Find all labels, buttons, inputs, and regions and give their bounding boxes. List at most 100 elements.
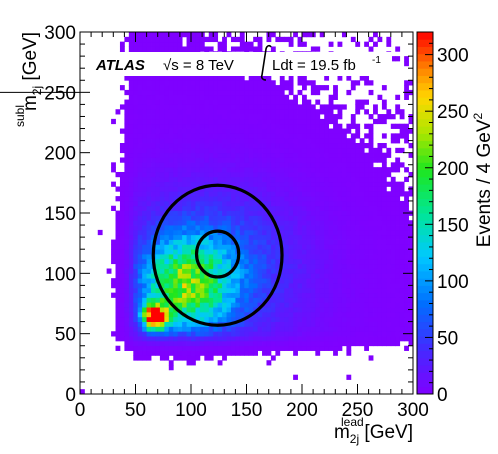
heat-cell bbox=[368, 307, 374, 313]
heat-cell bbox=[133, 200, 139, 207]
heat-cell bbox=[328, 307, 334, 313]
heat-cell bbox=[381, 321, 387, 327]
heat-cell bbox=[319, 326, 325, 332]
heat-cell bbox=[164, 316, 170, 322]
heat-cell bbox=[310, 263, 316, 269]
heat-cell bbox=[124, 254, 130, 260]
heat-cell bbox=[128, 292, 134, 298]
heat-cell bbox=[248, 268, 254, 274]
heat-cell bbox=[208, 220, 214, 226]
heat-cell bbox=[155, 316, 161, 322]
heat-cell bbox=[279, 311, 285, 318]
heat-cell bbox=[275, 200, 281, 207]
heat-cell bbox=[386, 263, 392, 269]
heat-cell bbox=[284, 167, 290, 173]
heat-cell bbox=[235, 89, 241, 96]
heat-cell bbox=[288, 321, 294, 327]
heat-cell bbox=[341, 133, 347, 139]
heat-cell bbox=[253, 263, 258, 269]
heat-cell bbox=[208, 336, 214, 342]
color-scale-swatch bbox=[417, 249, 433, 257]
heat-cell bbox=[381, 234, 387, 240]
heat-cell bbox=[275, 152, 281, 158]
heat-cell bbox=[333, 123, 338, 129]
heat-cell bbox=[395, 244, 401, 250]
heat-cell bbox=[217, 80, 223, 86]
heat-cell bbox=[333, 287, 338, 294]
x-axis-title-sub: 2j bbox=[350, 432, 359, 446]
heat-cell bbox=[213, 32, 219, 38]
heat-cell bbox=[217, 138, 223, 144]
heat-cell bbox=[128, 114, 134, 120]
heat-cell bbox=[266, 128, 272, 134]
heat-cell bbox=[297, 340, 303, 347]
heat-cell bbox=[288, 36, 294, 43]
heat-cell bbox=[195, 41, 201, 47]
heat-cell bbox=[119, 321, 125, 327]
heat-cell bbox=[146, 239, 152, 245]
heat-cell bbox=[350, 143, 356, 149]
heat-cell bbox=[359, 302, 365, 308]
heat-cell bbox=[284, 191, 290, 197]
heat-cell bbox=[346, 128, 352, 134]
heat-cell bbox=[133, 229, 139, 236]
heat-cell bbox=[399, 302, 405, 308]
heat-cell bbox=[235, 282, 241, 289]
heat-cell bbox=[293, 316, 298, 322]
heat-cell bbox=[275, 181, 281, 187]
heat-cell bbox=[275, 162, 281, 168]
heat-cell bbox=[213, 302, 219, 308]
heat-cell bbox=[293, 282, 298, 289]
heat-cell bbox=[404, 123, 409, 129]
heat-cell bbox=[137, 225, 143, 231]
heat-cell bbox=[324, 278, 330, 284]
heat-cell bbox=[275, 210, 281, 216]
heat-cell bbox=[368, 340, 374, 347]
heat-cell bbox=[222, 75, 227, 81]
color-scale-swatch bbox=[417, 263, 433, 272]
heat-cell bbox=[302, 215, 307, 221]
heat-cell bbox=[359, 220, 365, 226]
heat-cell bbox=[177, 316, 183, 322]
heat-cell bbox=[319, 263, 325, 269]
heat-cell bbox=[151, 321, 156, 327]
heat-cell bbox=[319, 152, 325, 158]
heat-cell bbox=[199, 186, 205, 192]
heat-cell bbox=[164, 128, 170, 134]
z-tick-label: 200 bbox=[437, 159, 469, 180]
heat-cell bbox=[333, 191, 338, 197]
heat-cell bbox=[235, 80, 241, 86]
heat-cell bbox=[146, 147, 152, 154]
heat-cell bbox=[168, 225, 174, 231]
heat-cell bbox=[364, 263, 369, 269]
heat-cell bbox=[128, 225, 134, 231]
heat-cell bbox=[133, 345, 139, 351]
heat-cell bbox=[306, 307, 312, 313]
heat-cell bbox=[395, 138, 401, 144]
heat-cell bbox=[293, 307, 298, 313]
heat-cell bbox=[315, 128, 321, 134]
heat-cell bbox=[368, 220, 374, 226]
heat-cell bbox=[293, 171, 298, 178]
heat-cell bbox=[199, 157, 205, 163]
heat-cell bbox=[177, 128, 183, 134]
heat-cell bbox=[124, 244, 130, 250]
heat-cell bbox=[235, 225, 241, 231]
heat-cell bbox=[230, 94, 236, 100]
color-scale-swatch bbox=[417, 292, 433, 301]
heat-cell bbox=[239, 196, 245, 202]
heat-cell bbox=[142, 167, 147, 173]
heat-cell bbox=[137, 114, 143, 120]
heat-cell bbox=[355, 186, 361, 192]
heat-cell bbox=[253, 118, 258, 125]
heat-cell bbox=[306, 167, 312, 173]
heat-cell bbox=[359, 191, 365, 197]
heat-cell bbox=[368, 205, 374, 211]
heat-cell bbox=[222, 36, 227, 43]
heat-cell bbox=[119, 316, 125, 322]
heat-cell bbox=[128, 215, 134, 221]
heat-cell bbox=[368, 263, 374, 269]
heat-cell bbox=[204, 336, 210, 342]
heat-cell bbox=[270, 258, 276, 265]
heat-cell bbox=[266, 85, 272, 91]
